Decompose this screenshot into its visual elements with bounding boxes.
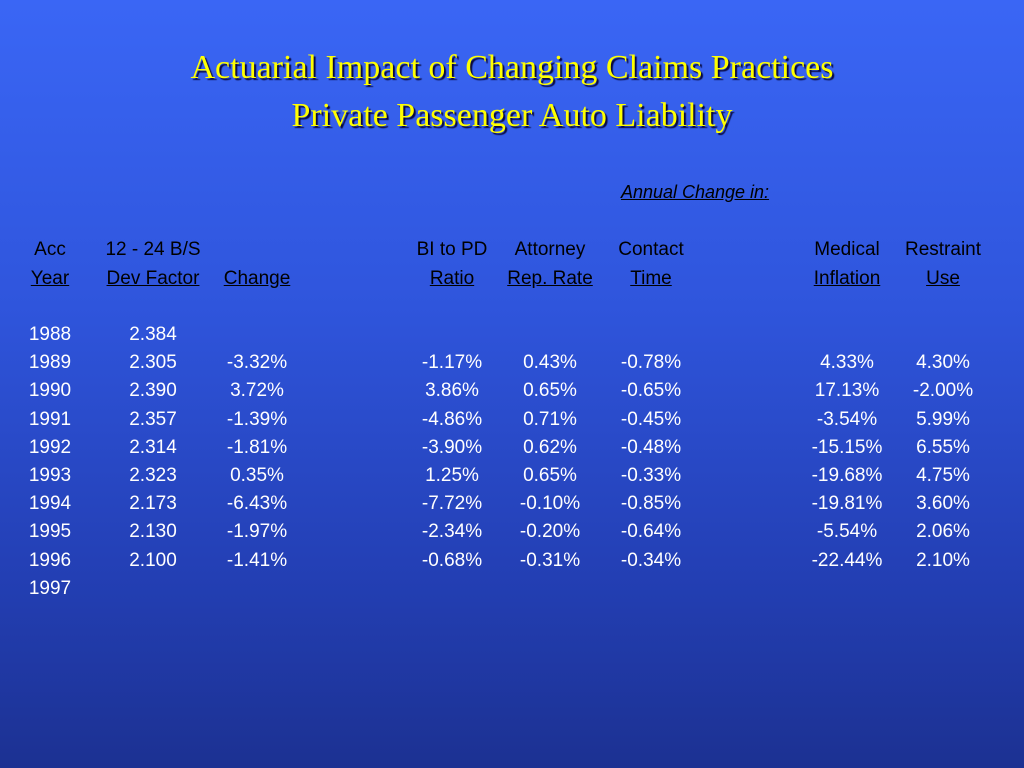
table-cell-dev-factor: 2.100 bbox=[129, 549, 177, 571]
table-cell-change: 0.35% bbox=[230, 465, 284, 486]
column-header-acc-year-top: Acc bbox=[34, 239, 66, 260]
column-header-contact-time: Time bbox=[630, 268, 672, 289]
slide-title-line-1: Actuarial Impact of Changing Claims Prac… bbox=[190, 49, 834, 86]
column-header-change: Change bbox=[223, 268, 291, 289]
table-cell-change: -1.97% bbox=[226, 521, 288, 543]
table-cell-dev-factor: 2.323 bbox=[129, 465, 177, 486]
column-header-bi-to-pd-ratio-top: BI to PD bbox=[416, 239, 488, 260]
column-header-restraint-use: Use bbox=[926, 268, 960, 289]
table-cell-acc-year: 1989 bbox=[28, 352, 72, 374]
table-cell-change: 3.72% bbox=[230, 380, 284, 402]
table-cell-change: -6.43% bbox=[226, 493, 288, 515]
table-cell-change: -3.32% bbox=[226, 352, 288, 374]
table-cell-contact-time: -0.85% bbox=[620, 493, 682, 515]
table-cell-attorney-rep-rate: 0.43% bbox=[523, 352, 577, 374]
column-header-dev-factor-top: 12 - 24 B/S bbox=[105, 239, 201, 260]
slide-title-line-2: Private Passenger Auto Liability bbox=[291, 97, 733, 134]
table-cell-contact-time: -0.64% bbox=[620, 521, 682, 543]
table-cell-dev-factor: 2.314 bbox=[129, 436, 177, 458]
column-header-contact-time-top: Contact bbox=[618, 239, 684, 260]
table-cell-attorney-rep-rate: 0.71% bbox=[523, 408, 577, 430]
table-cell-medical-inflation: 4.33% bbox=[820, 352, 874, 374]
table-cell-acc-year: 1990 bbox=[28, 380, 72, 402]
table-cell-contact-time: -0.65% bbox=[620, 380, 682, 402]
table-cell-dev-factor: 2.130 bbox=[129, 521, 177, 543]
table-cell-attorney-rep-rate: -0.10% bbox=[519, 493, 581, 515]
table-cell-restraint-use: 3.60% bbox=[916, 493, 970, 515]
table-cell-restraint-use: 4.75% bbox=[916, 465, 970, 486]
table-cell-bi-to-pd-ratio: 1.25% bbox=[425, 465, 479, 486]
table-cell-medical-inflation: -22.44% bbox=[811, 549, 883, 571]
table-cell-bi-to-pd-ratio: -4.86% bbox=[421, 408, 483, 430]
table-cell-bi-to-pd-ratio: -7.72% bbox=[421, 493, 483, 515]
table-cell-bi-to-pd-ratio: -3.90% bbox=[421, 436, 483, 458]
annual-change-heading: Annual Change in: bbox=[620, 182, 770, 202]
column-header-acc-year: Year bbox=[30, 268, 70, 289]
table-cell-medical-inflation: 17.13% bbox=[814, 380, 880, 402]
table-cell-acc-year: 1991 bbox=[28, 408, 72, 430]
table-cell-dev-factor: 2.357 bbox=[129, 408, 177, 430]
table-cell-restraint-use: -2.00% bbox=[912, 380, 974, 402]
table-cell-dev-factor: 2.173 bbox=[129, 493, 177, 515]
table-cell-change: -1.39% bbox=[226, 408, 288, 430]
table-cell-dev-factor: 2.390 bbox=[129, 380, 177, 402]
column-header-restraint-use-top: Restraint bbox=[904, 239, 982, 260]
table-cell-restraint-use: 4.30% bbox=[916, 352, 970, 374]
table-cell-acc-year: 1993 bbox=[28, 465, 72, 486]
table-cell-acc-year: 1992 bbox=[28, 436, 72, 458]
table-cell-attorney-rep-rate: 0.65% bbox=[523, 380, 577, 402]
table-cell-change: -1.81% bbox=[226, 436, 288, 458]
column-header-medical-inflation-top: Medical bbox=[814, 239, 880, 260]
table-cell-acc-year: 1997 bbox=[28, 577, 72, 599]
table-cell-contact-time: -0.45% bbox=[620, 408, 682, 430]
table-cell-change: -1.41% bbox=[226, 549, 288, 571]
table-cell-medical-inflation: -19.81% bbox=[811, 493, 883, 515]
table-cell-restraint-use: 2.10% bbox=[916, 549, 970, 571]
column-header-bi-to-pd-ratio: Ratio bbox=[429, 268, 475, 289]
table-cell-acc-year: 1995 bbox=[28, 521, 72, 543]
column-header-attorney-rep-rate: Rep. Rate bbox=[507, 268, 593, 289]
table-cell-contact-time: -0.33% bbox=[620, 465, 682, 486]
column-header-dev-factor: Dev Factor bbox=[106, 268, 200, 289]
table-cell-medical-inflation: -19.68% bbox=[811, 465, 883, 486]
table-cell-dev-factor: 2.305 bbox=[129, 352, 177, 374]
table-cell-dev-factor: 2.384 bbox=[129, 324, 177, 345]
table-cell-contact-time: -0.78% bbox=[620, 352, 682, 374]
table-cell-acc-year: 1994 bbox=[28, 493, 72, 515]
table-cell-acc-year: 1996 bbox=[28, 549, 72, 571]
column-header-attorney-rep-rate-top: Attorney bbox=[514, 239, 586, 260]
table-cell-bi-to-pd-ratio: 3.86% bbox=[425, 380, 479, 402]
table-cell-medical-inflation: -3.54% bbox=[816, 408, 878, 430]
table-cell-attorney-rep-rate: -0.31% bbox=[519, 549, 581, 571]
table-cell-attorney-rep-rate: 0.62% bbox=[523, 436, 577, 458]
table-cell-bi-to-pd-ratio: -1.17% bbox=[421, 352, 483, 374]
table-cell-attorney-rep-rate: 0.65% bbox=[523, 465, 577, 486]
table-cell-bi-to-pd-ratio: -2.34% bbox=[421, 521, 483, 543]
table-cell-restraint-use: 2.06% bbox=[916, 521, 970, 543]
table-cell-medical-inflation: -15.15% bbox=[811, 436, 883, 458]
table-cell-restraint-use: 5.99% bbox=[916, 408, 970, 430]
table-cell-contact-time: -0.48% bbox=[620, 436, 682, 458]
table-cell-medical-inflation: -5.54% bbox=[816, 521, 878, 543]
table-cell-restraint-use: 6.55% bbox=[916, 436, 970, 458]
column-header-medical-inflation: Inflation bbox=[813, 268, 881, 289]
table-cell-contact-time: -0.34% bbox=[620, 549, 682, 571]
table-cell-acc-year: 1988 bbox=[28, 324, 72, 345]
table-cell-bi-to-pd-ratio: -0.68% bbox=[421, 549, 483, 571]
table-cell-attorney-rep-rate: -0.20% bbox=[519, 521, 581, 543]
